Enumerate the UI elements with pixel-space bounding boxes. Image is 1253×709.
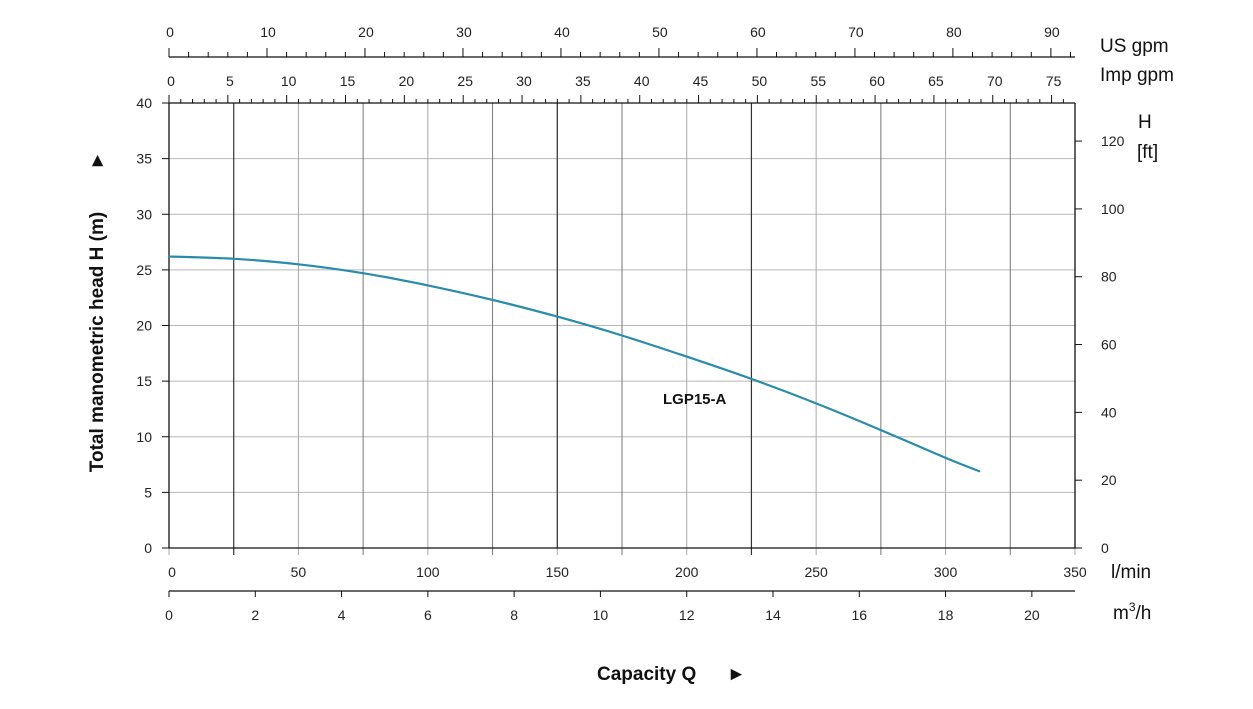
m3h-tick-label: 12 (679, 607, 695, 623)
imp-gpm-tick-label: 50 (752, 73, 768, 89)
us-gpm-tick-label: 80 (946, 24, 962, 40)
x-tick-label: 200 (675, 564, 699, 580)
series-line-lgp15-a (167, 255, 981, 473)
m3h-unit-suffix: /h (1136, 603, 1152, 624)
y-tick-label: 0 (144, 540, 152, 556)
x-unit-lmin: l/min (1111, 562, 1151, 583)
y-axis-title: Total manometric head H (m) (87, 212, 108, 472)
imp-gpm-tick-label: 30 (516, 73, 532, 89)
imp-gpm-tick-label: 60 (869, 73, 885, 89)
y-tick-label: 35 (136, 151, 152, 167)
imp-gpm-tick-label: 55 (810, 73, 826, 89)
y2-tick-label: 20 (1101, 472, 1117, 488)
imp-gpm-tick-label: 70 (987, 73, 1003, 89)
y-axis-arrow: ► (87, 151, 108, 170)
y2-tick-label: 80 (1101, 269, 1117, 285)
x-tick-label: 100 (416, 564, 440, 580)
m3h-unit-sup: 3 (1129, 600, 1136, 614)
m3h-tick-label: 2 (251, 607, 259, 623)
m3h-tick-label: 4 (338, 607, 346, 623)
imp-gpm-tick-label: 10 (281, 73, 297, 89)
x-tick-label: 0 (168, 564, 176, 580)
us-gpm-tick-label: 90 (1044, 24, 1060, 40)
us-gpm-tick-label: 30 (456, 24, 472, 40)
y-tick-label: 20 (136, 318, 152, 334)
y2-axis-unit: [ft] (1137, 142, 1158, 163)
x-tick-label: 50 (291, 564, 307, 580)
axes (168, 56, 1076, 592)
imp-gpm-tick-label: 15 (340, 73, 356, 89)
y2-tick-label: 60 (1101, 337, 1117, 353)
imp-gpm-tick-label: 40 (634, 73, 650, 89)
imp-gpm-tick-label: 5 (226, 73, 234, 89)
y2-tick-label: 100 (1101, 201, 1125, 217)
imp-gpm-tick-label: 20 (399, 73, 415, 89)
us-gpm-tick-label: 60 (750, 24, 766, 40)
m3h-tick-label: 0 (165, 607, 173, 623)
us-gpm-tick-label: 70 (848, 24, 864, 40)
us-gpm-tick-label: 20 (358, 24, 374, 40)
y2-tick-label: 0 (1101, 540, 1109, 556)
us-gpm-tick-label: 50 (652, 24, 668, 40)
us-gpm-tick-label: 40 (554, 24, 570, 40)
x-axis-title: Capacity Q (597, 664, 696, 685)
y-tick-label: 10 (136, 429, 152, 445)
imp-gpm-tick-label: 75 (1046, 73, 1062, 89)
x-tick-label: 350 (1063, 564, 1087, 580)
imp-gpm-tick-label: 0 (167, 73, 175, 89)
imp-gpm-unit: Imp gpm (1100, 65, 1174, 86)
imp-gpm-tick-label: 65 (928, 73, 944, 89)
us-gpm-unit: US gpm (1100, 36, 1169, 57)
y-tick-label: 30 (136, 206, 152, 222)
imp-gpm-tick-label: 45 (693, 73, 709, 89)
x-axis-arrow: ► (727, 664, 746, 685)
y-tick-label: 40 (136, 95, 152, 111)
m3h-tick-label: 10 (593, 607, 609, 623)
x-tick-label: 150 (546, 564, 570, 580)
m3h-tick-label: 20 (1024, 607, 1040, 623)
y2-tick-label: 120 (1101, 133, 1125, 149)
us-gpm-tick-label: 10 (260, 24, 276, 40)
m3h-tick-label: 6 (424, 607, 432, 623)
imp-gpm-tick-label: 25 (457, 73, 473, 89)
y-tick-label: 5 (144, 484, 152, 500)
series-layer (167, 255, 981, 473)
x-tick-label: 250 (804, 564, 828, 580)
m3h-tick-label: 14 (765, 607, 781, 623)
m3h-unit-base: m (1113, 603, 1129, 624)
us-gpm-tick-label: 0 (166, 24, 174, 40)
series-label: LGP15-A (663, 391, 727, 408)
y2-axis-label: H (1138, 112, 1152, 133)
y2-tick-label: 40 (1101, 404, 1117, 420)
m3h-tick-label: 16 (851, 607, 867, 623)
y-tick-label: 15 (136, 373, 152, 389)
m3h-tick-label: 18 (938, 607, 954, 623)
y-tick-label: 25 (136, 262, 152, 278)
imp-gpm-tick-label: 35 (575, 73, 591, 89)
x-unit-m3h: m3/h (1113, 600, 1151, 624)
x-tick-label: 300 (934, 564, 958, 580)
grid-lines (168, 103, 1076, 555)
m3h-tick-label: 8 (510, 607, 518, 623)
